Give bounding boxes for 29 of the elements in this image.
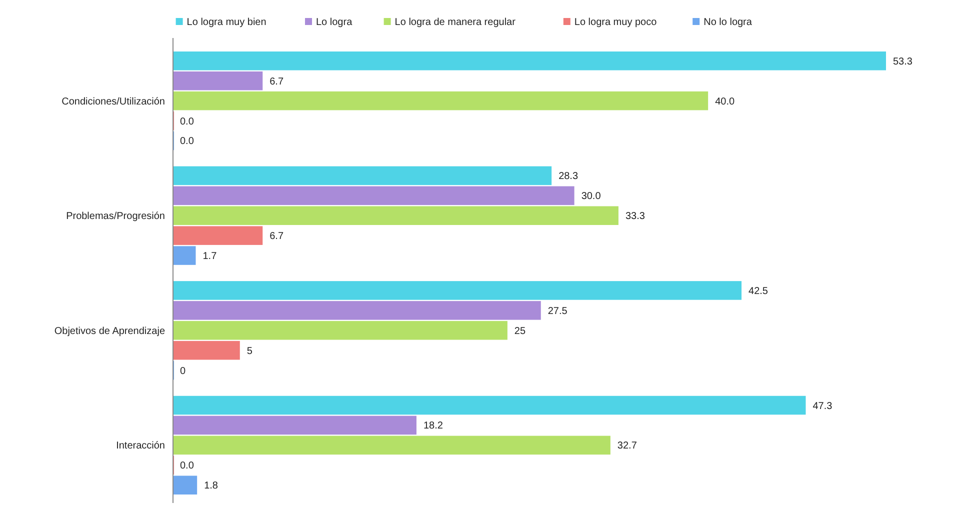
data-label: 0.0 [180, 136, 194, 148]
data-label: 47.3 [812, 400, 833, 412]
y-tick-label: Interacción [116, 440, 165, 452]
data-label: 1.7 [202, 251, 218, 262]
data-label: 32.7 [617, 440, 638, 452]
legend-label: Lo logra muy bien [186, 17, 266, 28]
legend-label: Lo logra de manera regular [394, 17, 516, 28]
legend-label: No lo logra [704, 17, 752, 28]
data-label: 40.0 [715, 96, 735, 108]
y-tick-label: Problemas/Progresión [66, 211, 165, 222]
data-label: 42.5 [748, 286, 768, 297]
data-label: 1.8 [204, 480, 218, 492]
data-label: 30.0 [581, 191, 602, 202]
data-label: 28.3 [558, 171, 578, 182]
legend-label: Lo logra muy poco [574, 17, 658, 28]
data-label: 0.0 [180, 116, 194, 128]
data-label: 0 [180, 366, 186, 377]
data-label: 18.2 [423, 420, 444, 432]
data-label: 0.0 [180, 460, 194, 472]
legend-label: Lo logra [316, 17, 353, 28]
data-label: 6.7 [270, 231, 284, 242]
data-label: 6.7 [270, 76, 284, 88]
data-label: 5 [246, 346, 253, 357]
data-label: 33.3 [625, 211, 646, 222]
data-label: 27.5 [548, 306, 568, 317]
data-label: 25 [514, 326, 526, 337]
data-label: 53.3 [893, 56, 913, 68]
y-tick-label: Objetivos de Aprendizaje [54, 326, 166, 337]
y-tick-label: Condiciones/Utilización [62, 96, 165, 108]
